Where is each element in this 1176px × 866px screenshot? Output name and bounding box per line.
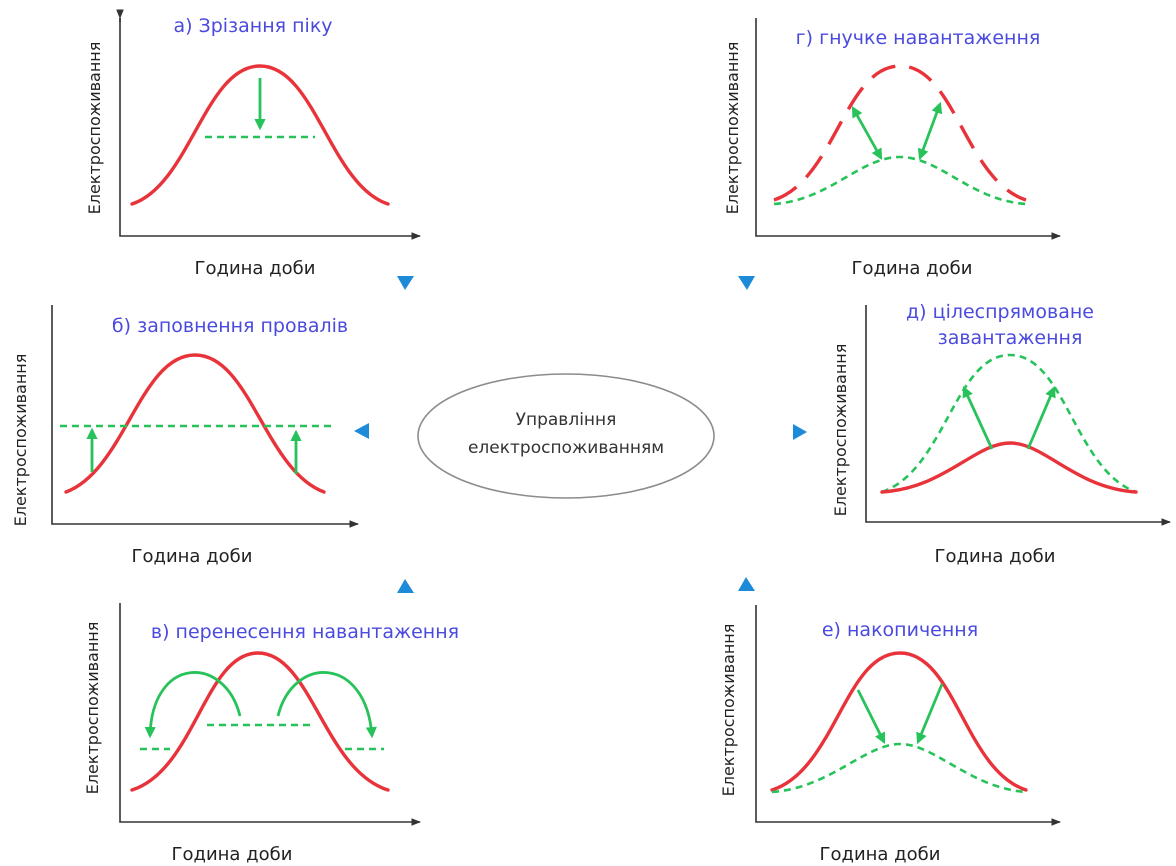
center-node: Управління електроспоживанням (417, 373, 715, 499)
panel-e-xlabel: Година доби (820, 844, 941, 865)
panel-d: д) цілеспрямоване завантаження Електросп… (831, 301, 1171, 567)
panel-d-ylabel: Електроспоживання (831, 344, 850, 517)
panel-e: е) накопичення Електроспоживання Година … (719, 605, 1061, 865)
panel-d-title-2: завантаження (938, 327, 1083, 349)
connector-arrow-g (738, 276, 755, 290)
panel-d-title-1: д) цілеспрямоване (906, 301, 1094, 323)
connector-arrow-d (793, 424, 807, 440)
connector-arrow-b (354, 423, 369, 439)
connector-arrow-a (397, 276, 414, 290)
panel-g-reduced-curve (773, 155, 1027, 206)
panel-v-arrow-right (276, 671, 377, 739)
panel-d-arrow-right (1026, 385, 1056, 450)
panel-g-xlabel: Година доби (852, 258, 973, 279)
panel-e-curve (770, 651, 1028, 792)
panel-a-title: а) Зрізання піку (173, 15, 332, 37)
connector-arrow-e (738, 577, 755, 591)
panel-a-ylabel: Електроспоживання (85, 42, 104, 215)
center-line-2: електроспоживанням (468, 438, 664, 458)
panel-e-arrow-right (916, 683, 944, 745)
panel-v-xlabel: Година доби (172, 844, 293, 865)
panel-d-target-curve (881, 353, 1137, 494)
panel-a: а) Зрізання піку Електроспоживання Годин… (85, 9, 421, 279)
panel-g: г) гнучке навантаження Електроспоживання… (723, 18, 1061, 279)
panel-a-curve (130, 64, 390, 206)
panel-e-reduced-curve (771, 742, 1027, 794)
panel-e-title: е) накопичення (822, 619, 978, 641)
panel-b-title: б) заповнення провалів (112, 315, 348, 337)
panel-e-ylabel: Електроспоживання (719, 624, 738, 797)
panel-e-arrow-left (856, 689, 886, 745)
panel-g-title: г) гнучке навантаження (796, 27, 1041, 49)
panel-v: в) перенесення навантаження Електроспожи… (83, 603, 459, 865)
panel-g-ylabel: Електроспоживання (723, 42, 742, 215)
panel-a-xlabel: Година доби (195, 258, 316, 279)
panel-d-xlabel: Година доби (935, 546, 1056, 567)
panel-g-arrow-right (917, 101, 943, 161)
connector-arrows (354, 276, 807, 593)
panel-b: б) заповнення провалів Електроспоживання… (11, 305, 359, 567)
panel-v-title: в) перенесення навантаження (151, 621, 459, 643)
panel-d-arrow-left (962, 385, 994, 450)
panel-b-xlabel: Година доби (132, 546, 253, 567)
center-line-1: Управління (516, 410, 617, 430)
panel-g-arrow-left (851, 106, 883, 160)
panel-b-curve (64, 353, 326, 494)
panel-b-ylabel: Електроспоживання (11, 354, 30, 527)
connector-arrow-v (397, 579, 414, 593)
panel-v-arrow-left (144, 671, 242, 739)
panel-d-curve (880, 441, 1138, 494)
panel-v-curve (130, 651, 390, 792)
panel-g-curve (773, 64, 1027, 202)
panel-v-ylabel: Електроспоживання (83, 622, 102, 795)
